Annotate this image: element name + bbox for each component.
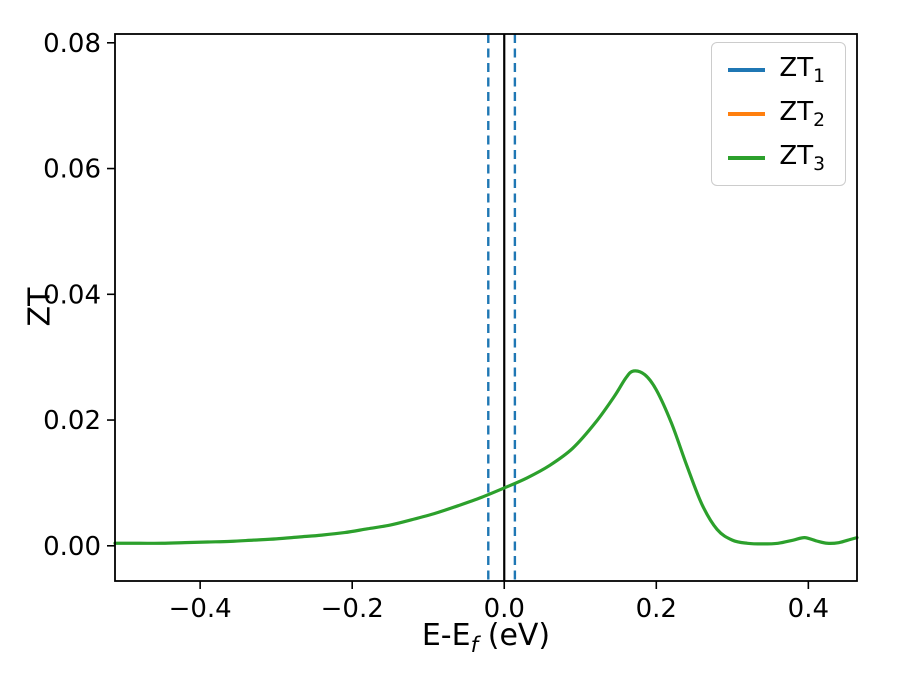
y-axis-label: ZT xyxy=(22,287,58,327)
legend-item: ZT1 xyxy=(728,53,825,87)
series-line-zt3 xyxy=(113,369,859,546)
y-tick-label: 0.06 xyxy=(43,155,101,185)
legend-line-swatch-zt3 xyxy=(728,156,766,160)
x-axis-label-unit: (eV) xyxy=(478,618,551,653)
y-tick-label: 0.08 xyxy=(43,29,101,59)
x-axis-label-prefix: E-E xyxy=(421,618,471,653)
x-tick-label: 0.0 xyxy=(484,594,525,624)
legend: ZT1 ZT2 ZT3 xyxy=(711,42,846,186)
x-tick-label: 0.4 xyxy=(788,594,829,624)
x-tick-label: −0.4 xyxy=(169,594,232,624)
x-tick-label: −0.2 xyxy=(321,594,384,624)
legend-label-zt1: ZT1 xyxy=(779,52,825,88)
legend-label-zt3: ZT3 xyxy=(779,140,825,176)
legend-item: ZT2 xyxy=(728,97,825,131)
legend-label-zt2: ZT2 xyxy=(779,96,825,132)
legend-line-swatch-zt1 xyxy=(728,68,766,72)
x-axis-label-subscript: f xyxy=(470,633,479,658)
y-tick-label: 0.02 xyxy=(43,406,101,436)
axes-spine xyxy=(114,33,858,582)
x-axis-label: E-Ef (eV) xyxy=(422,618,550,658)
legend-line-swatch-zt2 xyxy=(728,112,766,116)
legend-item: ZT3 xyxy=(728,141,825,175)
y-tick-label: 0.04 xyxy=(43,280,101,310)
y-tick-label: 0.00 xyxy=(43,532,101,562)
x-tick-label: 0.2 xyxy=(636,594,677,624)
